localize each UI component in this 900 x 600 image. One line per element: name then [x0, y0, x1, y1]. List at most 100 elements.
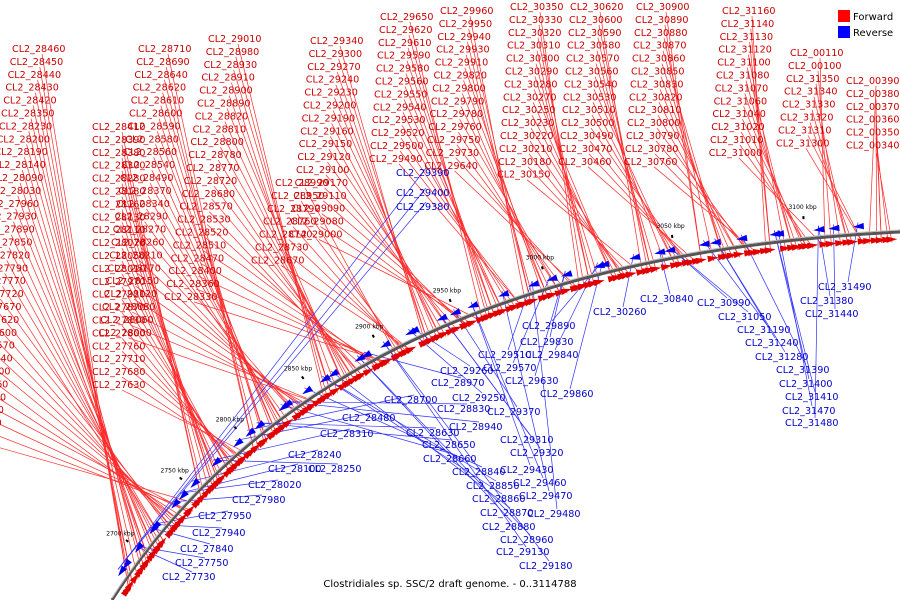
forward-gene-label: CL2_30590	[568, 28, 621, 39]
reverse-gene-label: CL2_29860	[540, 389, 593, 400]
forward-gene-label: CL2_00370	[846, 102, 899, 113]
reverse-leader-line	[814, 225, 819, 419]
reverse-leader-line	[117, 187, 427, 570]
reverse-gene-label: CL2_29830	[520, 337, 573, 348]
reverse-gene-label: CL2_28880	[482, 522, 535, 533]
legend-forward-label: Forward	[853, 12, 893, 23]
forward-gene-label: CL2_28180	[92, 187, 145, 198]
forward-gene-label: CL2_28780	[188, 150, 241, 161]
forward-gene-label: CL2_28530	[177, 215, 230, 226]
forward-gene-label: CL2_30850	[631, 67, 684, 78]
reverse-gene-label: CL2_29390	[396, 168, 449, 179]
forward-leader-line	[401, 125, 513, 311]
forward-leader-line	[322, 200, 470, 327]
forward-leader-line	[811, 109, 849, 246]
forward-gene-label: CL2_29230	[304, 88, 357, 99]
tick-mark	[301, 375, 305, 380]
forward-gene-label: CL2_28360	[166, 279, 219, 290]
reverse-gene-arrow	[736, 234, 748, 242]
reverse-leader-line	[322, 376, 497, 482]
forward-gene-label: CL2_30860	[632, 54, 685, 65]
reverse-gene-label: CL2_28020	[248, 480, 301, 491]
forward-leader-line	[325, 174, 459, 332]
reverse-gene-arrow	[664, 246, 676, 253]
reverse-gene-label: CL2_27730	[162, 572, 215, 583]
forward-gene-label: CL2_29150	[299, 139, 352, 150]
forward-gene-label: CL2_31300	[776, 138, 829, 149]
forward-leader-line	[202, 250, 383, 368]
forward-leader-line	[318, 239, 483, 322]
forward-gene-label: CL2_28380	[92, 148, 145, 159]
tick-label: 2800 kbp	[216, 416, 244, 423]
forward-gene-label: CL2_28720	[184, 176, 237, 187]
forward-leader-line	[465, 54, 535, 304]
forward-gene-label: CL2_30800	[627, 118, 680, 129]
forward-gene-arrow	[381, 358, 393, 366]
forward-gene-label: CL2_29760	[428, 122, 481, 133]
forward-gene-label: CL2_31080	[716, 71, 769, 82]
forward-gene-label: CL2_28730	[255, 243, 308, 254]
forward-gene-label: CL2_27600	[0, 328, 17, 339]
forward-gene-label: CL2_28690	[136, 57, 189, 68]
reverse-leader-line	[382, 341, 527, 548]
forward-gene-label: CL2_28260	[111, 238, 164, 249]
forward-gene-label: CL2_29200	[303, 101, 356, 112]
forward-gene-label: CL2_29950	[439, 19, 492, 30]
forward-leader-line	[454, 170, 581, 291]
forward-gene-label: CL2_30150	[497, 170, 550, 181]
forward-gene-label: CL2_28990	[275, 178, 328, 189]
forward-leader-line	[535, 63, 595, 286]
forward-leader-line	[332, 110, 442, 339]
forward-leader-line	[215, 172, 357, 382]
forward-leader-line	[280, 265, 413, 352]
forward-leader-line	[121, 222, 220, 485]
forward-gene-arrow	[835, 240, 847, 247]
forward-leader-line	[589, 140, 689, 266]
forward-gene-label: CL2_28760	[263, 217, 316, 228]
forward-gene-label: CL2_28150	[106, 276, 159, 287]
reverse-gene-arrow	[190, 477, 201, 488]
forward-leader-line	[164, 79, 259, 450]
forward-gene-label: CL2_28570	[179, 202, 232, 213]
forward-gene-label: CL2_29750	[427, 135, 480, 146]
reverse-gene-label: CL2_31390	[776, 365, 829, 376]
forward-gene-arrow	[156, 537, 167, 548]
reverse-leader-line	[122, 201, 427, 563]
forward-gene-label: CL2_29490	[369, 154, 422, 165]
forward-gene-label: CL2_28070	[92, 238, 145, 249]
forward-gene-arrow	[847, 239, 859, 246]
forward-leader-line	[296, 213, 407, 356]
forward-gene-label: CL2_00350	[846, 128, 899, 139]
reverse-gene-label: CL2_31490	[818, 282, 871, 293]
forward-gene-label: CL2_29120	[297, 152, 350, 163]
forward-leader-line	[660, 76, 728, 260]
forward-gene-label: CL2_28120	[104, 289, 157, 300]
forward-gene-label: CL2_27630	[92, 380, 145, 391]
forward-leader-line	[121, 363, 246, 461]
reverse-gene-label: CL2_28480	[342, 413, 395, 424]
forward-leader-line	[815, 83, 842, 246]
forward-leader-line	[121, 196, 214, 491]
forward-leader-line	[526, 179, 643, 275]
forward-leader-line	[222, 134, 350, 386]
forward-leader-line	[28, 131, 143, 574]
reverse-gene-label: CL2_31410	[785, 392, 838, 403]
forward-leader-line	[809, 122, 854, 246]
reverse-gene-arrow	[118, 565, 128, 577]
reverse-gene-label: CL2_31400	[779, 379, 832, 390]
forward-leader-line	[237, 43, 326, 401]
forward-leader-line	[594, 76, 668, 270]
forward-leader-line	[10, 234, 158, 555]
forward-gene-arrow	[625, 272, 637, 279]
forward-leader-line	[151, 169, 282, 432]
reverse-gene-label: CL2_28660	[423, 454, 476, 465]
forward-gene-label: CL2_30790	[626, 131, 679, 142]
reverse-gene-label: CL2_28250	[308, 464, 361, 475]
forward-gene-label: CL2_29820	[434, 71, 487, 82]
forward-leader-line	[200, 262, 383, 368]
reverse-gene-label: CL2_28970	[431, 378, 484, 389]
forward-leader-line	[404, 86, 501, 316]
forward-gene-label: CL2_28440	[8, 70, 61, 81]
reverse-gene-arrow	[171, 498, 181, 509]
forward-leader-line	[456, 144, 568, 294]
